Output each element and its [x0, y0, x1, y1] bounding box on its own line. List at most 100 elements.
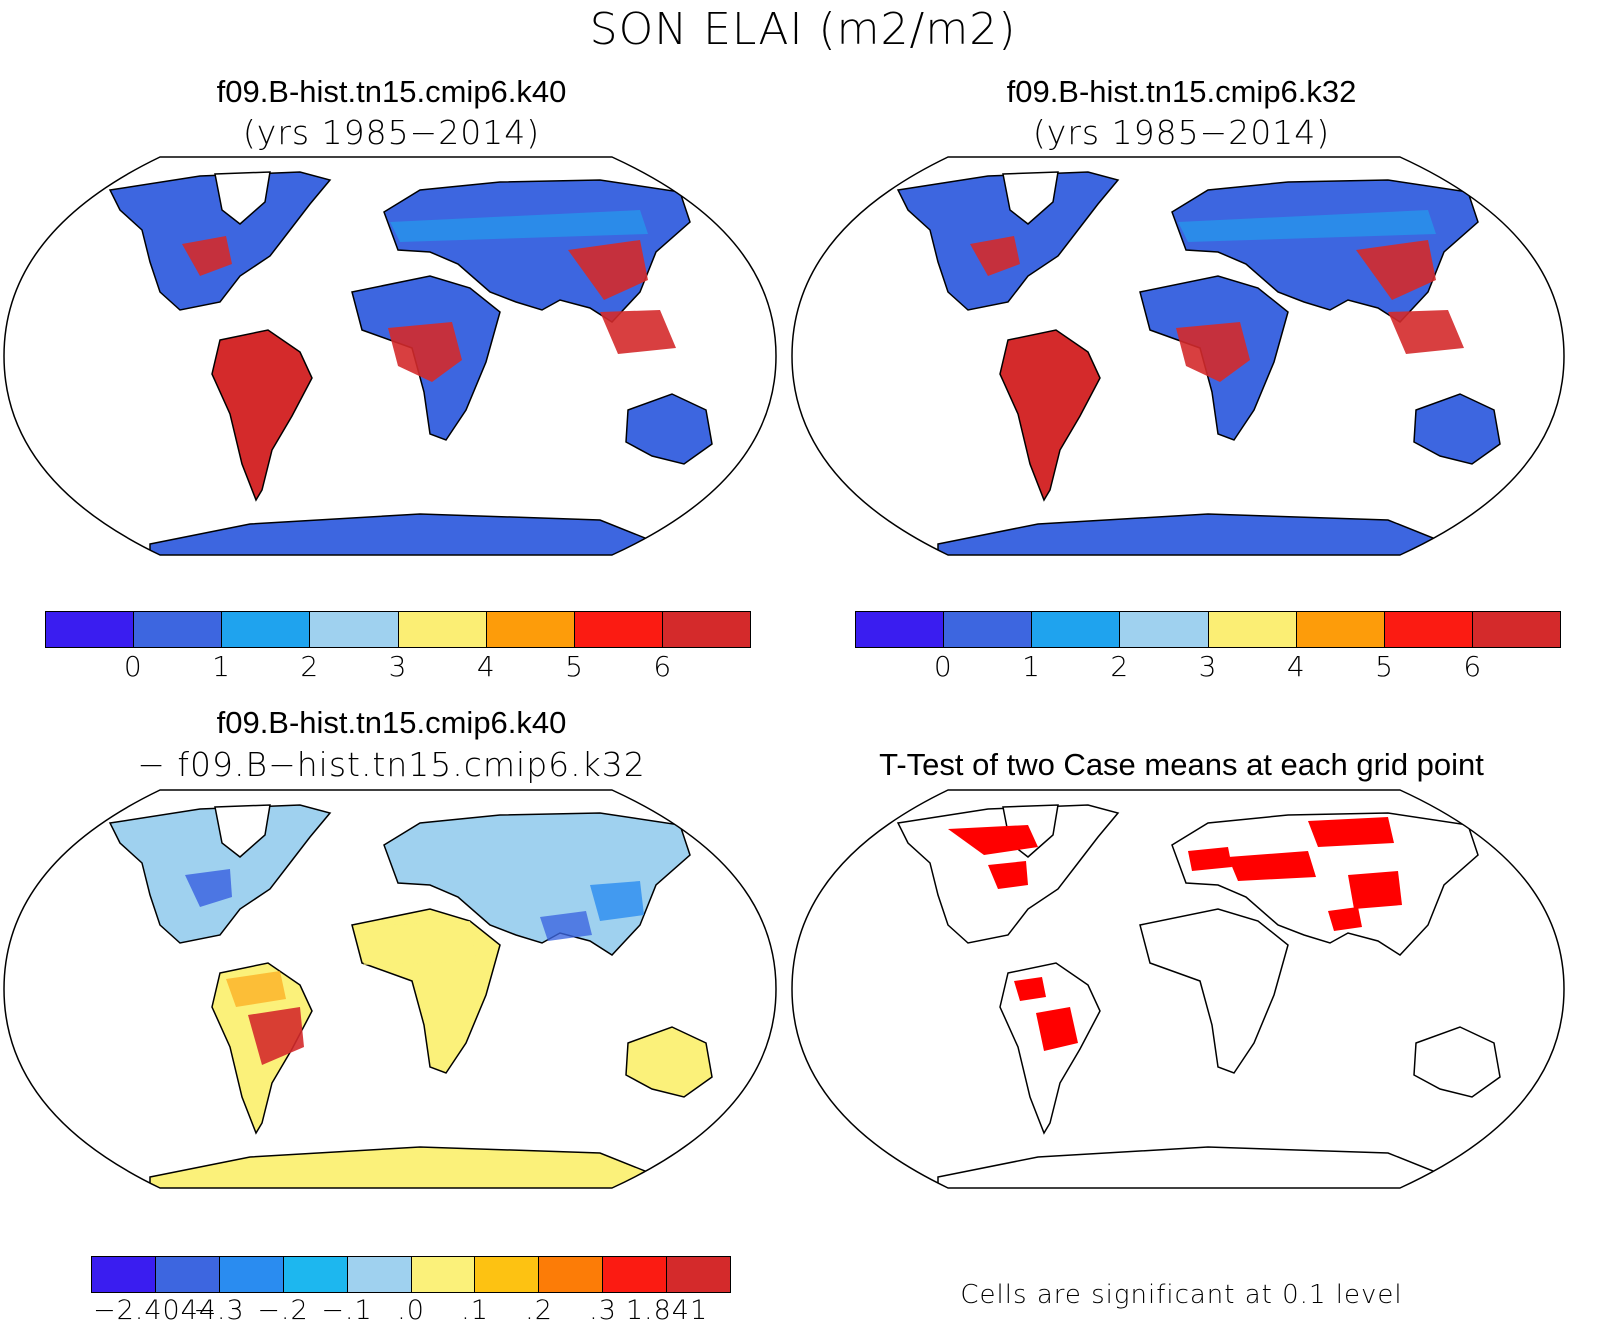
panel-title-diff: f09.B-hist.tn15.cmip6.k40 [216, 705, 567, 740]
sig-central-asia [1228, 851, 1316, 881]
colorbar-segment [219, 1257, 284, 1292]
map-boundary [791, 156, 1565, 556]
colorbar-segment [662, 612, 750, 647]
colorbar-tick-label: 6 [653, 650, 673, 683]
colorbar-tick-label: 5 [565, 650, 584, 683]
region-congo-high-lai [388, 322, 462, 382]
colorbar-segment [1472, 612, 1560, 647]
colorbar-tick-label: 5 [1375, 650, 1394, 683]
map-boundary [3, 789, 777, 1189]
sig-brazil [1036, 1007, 1078, 1051]
panel-title-ttest: T-Test of two Case means at each grid po… [879, 747, 1484, 782]
colorbar-tick-label: .3 [589, 1295, 617, 1326]
colorbar-segment [486, 612, 575, 647]
colorbar-tick-label: 1.841 [625, 1295, 709, 1326]
panel-subtitle-case1: (yrs 1985−2014) [242, 113, 541, 152]
region-east-us-high-lai [970, 236, 1020, 276]
panel-title-case2: f09.B-hist.tn15.cmip6.k32 [1006, 74, 1357, 109]
colorbar-tick-label: .1 [461, 1295, 489, 1326]
land-australia [1413, 1026, 1501, 1098]
sig-india [1328, 907, 1362, 931]
land-antarctica [149, 513, 661, 555]
colorbar-segment [222, 612, 311, 647]
colorbar-segment [574, 612, 663, 647]
colorbar-segment [603, 1257, 668, 1292]
region-sahara-neutral [356, 921, 476, 965]
colorbar-tick-label: 3 [388, 650, 408, 683]
ttest-footnote: Cells are significant at 0.1 level [960, 1280, 1403, 1310]
sig-east-us [988, 861, 1028, 889]
map-diff [3, 789, 777, 1189]
colorbar-segment [539, 1257, 604, 1292]
land-eurasia [1171, 812, 1479, 956]
map-case2 [791, 156, 1565, 556]
colorbar-segment [667, 1257, 731, 1292]
colorbar-segment [1032, 612, 1121, 647]
colorbar-segment [1384, 612, 1473, 647]
land-greenland [214, 804, 271, 858]
region-east-us-high-lai [182, 236, 232, 276]
colorbar-tick-label: −.2 [257, 1295, 309, 1326]
panel-title-case1: f09.B-hist.tn15.cmip6.k40 [216, 74, 567, 109]
land-eurasia [383, 812, 691, 956]
sig-siberia [1308, 817, 1394, 847]
sig-amazon [1014, 977, 1046, 1001]
map-case1 [3, 156, 777, 556]
region-amazon-mixed [226, 971, 286, 1007]
region-brazil-positive [248, 1007, 304, 1065]
land-africa [1139, 908, 1289, 1074]
sig-canada [948, 825, 1038, 855]
colorbar-tick-label: 6 [1463, 650, 1483, 683]
land-antarctica [937, 1146, 1449, 1188]
colorbar-segment [411, 1257, 476, 1292]
colorbar-case2 [855, 611, 1561, 648]
region-china-negative [590, 881, 644, 921]
land-greenland [1002, 171, 1059, 225]
land-antarctica [937, 513, 1449, 555]
land-south-america [211, 329, 313, 502]
colorbar-segment [155, 1257, 220, 1292]
land-south-america [999, 329, 1101, 502]
colorbar-tick-label: .0 [397, 1295, 425, 1326]
land-australia [625, 393, 713, 465]
colorbar-segment [856, 612, 945, 647]
panel-subtitle-diff: − f09.B−hist.tn15.cmip6.k32 [137, 745, 646, 784]
colorbar-segment [46, 612, 135, 647]
sig-europe [1188, 847, 1232, 871]
map-boundary [3, 156, 777, 556]
region-india-negative [540, 911, 592, 941]
colorbar-segment [1296, 612, 1385, 647]
colorbar-segment [398, 612, 487, 647]
colorbar-segment [1208, 612, 1297, 647]
colorbar-segment [1120, 612, 1209, 647]
region-congo-high-lai [1176, 322, 1250, 382]
colorbar-tick-label: −.1 [321, 1295, 373, 1326]
sig-east-asia [1348, 871, 1402, 909]
colorbar-tick-label: −2.4044 [92, 1295, 218, 1326]
colorbar-tick-label: 3 [1198, 650, 1218, 683]
land-antarctica [149, 1146, 661, 1188]
colorbar-segment [944, 612, 1033, 647]
land-australia [1413, 393, 1501, 465]
map-ttest [791, 789, 1565, 1189]
colorbar-segment [283, 1257, 348, 1292]
colorbar-tick-label: −.3 [193, 1295, 245, 1326]
region-east-us-negative [185, 869, 232, 907]
region-boreal-mid-lai [1178, 210, 1436, 242]
land-australia [625, 1026, 713, 1098]
region-boreal-mid-lai [390, 210, 648, 242]
land-greenland [214, 171, 271, 225]
region-east-asia-high-lai [568, 240, 648, 300]
significant-cells [948, 817, 1402, 1051]
colorbar-diff [91, 1256, 731, 1293]
colorbar-segment [347, 1257, 412, 1292]
colorbar-tick-label: 4 [476, 650, 496, 683]
map-boundary [791, 789, 1565, 1189]
colorbar-segment [134, 612, 223, 647]
colorbar-case1 [45, 611, 751, 648]
panel-subtitle-case2: (yrs 1985−2014) [1032, 113, 1331, 152]
colorbar-tick-label: 0 [933, 650, 953, 683]
colorbar-segment [92, 1257, 156, 1292]
colorbar-tick-label: 1 [1022, 650, 1041, 683]
figure-title: SON ELAI (m2/m2) [589, 4, 1017, 55]
